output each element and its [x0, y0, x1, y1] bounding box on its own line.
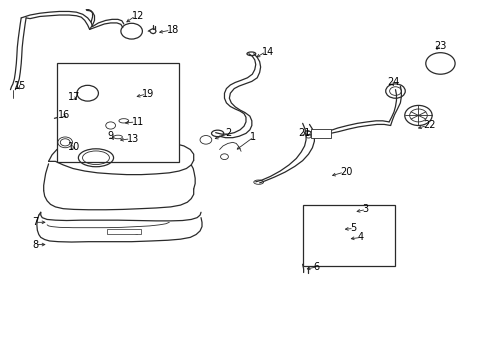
Text: 16: 16: [58, 110, 71, 120]
Text: 18: 18: [167, 25, 179, 35]
Text: 20: 20: [340, 167, 353, 177]
Text: 11: 11: [132, 117, 144, 127]
Text: 24: 24: [388, 77, 400, 87]
Text: 19: 19: [143, 89, 155, 99]
Bar: [303, 205, 394, 266]
Text: 15: 15: [14, 81, 27, 91]
Text: 21: 21: [298, 128, 310, 138]
Text: 3: 3: [362, 204, 368, 215]
Bar: [107, 229, 142, 234]
Text: 8: 8: [33, 239, 39, 249]
Text: 23: 23: [435, 41, 447, 50]
Text: 22: 22: [423, 121, 436, 130]
Text: 4: 4: [357, 232, 364, 242]
Text: 10: 10: [68, 142, 80, 152]
Text: 17: 17: [68, 92, 80, 102]
Text: 1: 1: [250, 132, 256, 142]
Text: 2: 2: [225, 129, 232, 138]
Text: 6: 6: [314, 262, 319, 272]
Bar: [57, 63, 179, 162]
Text: 9: 9: [107, 131, 113, 141]
Text: 5: 5: [350, 224, 356, 233]
Bar: [311, 129, 331, 138]
Text: 12: 12: [132, 11, 144, 21]
Text: 13: 13: [127, 134, 139, 144]
Text: 7: 7: [32, 217, 39, 227]
Text: 14: 14: [262, 46, 274, 57]
